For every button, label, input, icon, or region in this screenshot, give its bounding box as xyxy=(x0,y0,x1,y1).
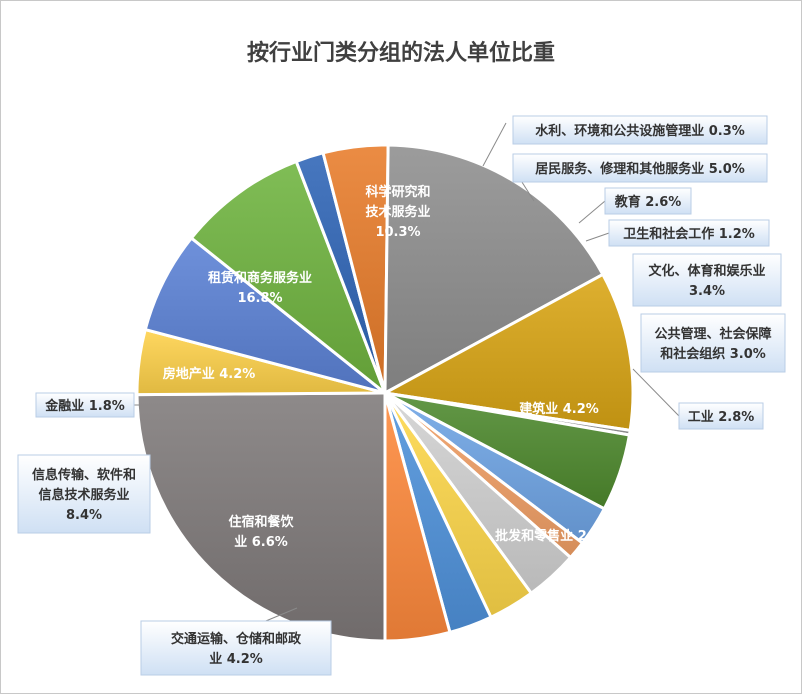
pie-slice-16 xyxy=(383,391,452,643)
chart-title: 按行业门类分组的法人单位比重 xyxy=(246,41,555,66)
label-box-2 xyxy=(140,620,332,676)
label-box-5 xyxy=(35,392,135,418)
data-label-15: 工业 2.8% xyxy=(688,409,755,425)
data-label-2: 交通运输、仓储和邮政业 4.2% xyxy=(171,631,302,667)
leader-line-9 xyxy=(482,122,507,167)
label-box-9 xyxy=(512,115,768,145)
data-label-14: 公共管理、社会保障和社会组织 3.0% xyxy=(654,326,771,362)
pie-slice-4 xyxy=(189,159,387,395)
label-box-13 xyxy=(632,253,782,307)
data-label-12: 卫生和社会工作 1.2% xyxy=(623,226,755,242)
data-label-10: 居民服务、修理和其他服务业 5.0% xyxy=(535,161,745,177)
data-label-16: 建筑业 4.2% xyxy=(519,401,599,417)
pie-slice-8 xyxy=(383,272,635,432)
data-label-13: 文化、体育和娱乐业 3.4% xyxy=(648,263,765,299)
label-box-11 xyxy=(604,187,692,215)
data-label-8: 科学研究和技术服务业 10.3% xyxy=(365,184,430,240)
pie-slice-1 xyxy=(135,391,387,643)
data-label-5: 金融业 1.8% xyxy=(44,398,125,414)
data-label-1: 批发和零售业 24.8% xyxy=(495,528,623,544)
data-label-4: 信息传输、软件和信息技术服务业 8.4% xyxy=(32,467,136,523)
label-box-14 xyxy=(640,313,786,373)
data-label-6: 房地产业 4.2% xyxy=(163,366,256,382)
data-label-11: 教育 2.6% xyxy=(614,194,682,210)
label-box-12 xyxy=(608,219,770,247)
label-box-4 xyxy=(17,454,151,534)
leader-line-11 xyxy=(578,200,606,224)
leader-line-12 xyxy=(585,232,610,242)
data-label-9: 水利、环境和公共设施管理业 0.3% xyxy=(535,123,745,139)
label-box-10 xyxy=(512,153,768,183)
data-label-7: 租赁和商务服务业 16.8% xyxy=(208,270,312,306)
label-box-15 xyxy=(678,402,764,430)
data-label-3: 住宿和餐饮业 6.6% xyxy=(228,514,294,550)
leader-line-15 xyxy=(632,368,680,417)
